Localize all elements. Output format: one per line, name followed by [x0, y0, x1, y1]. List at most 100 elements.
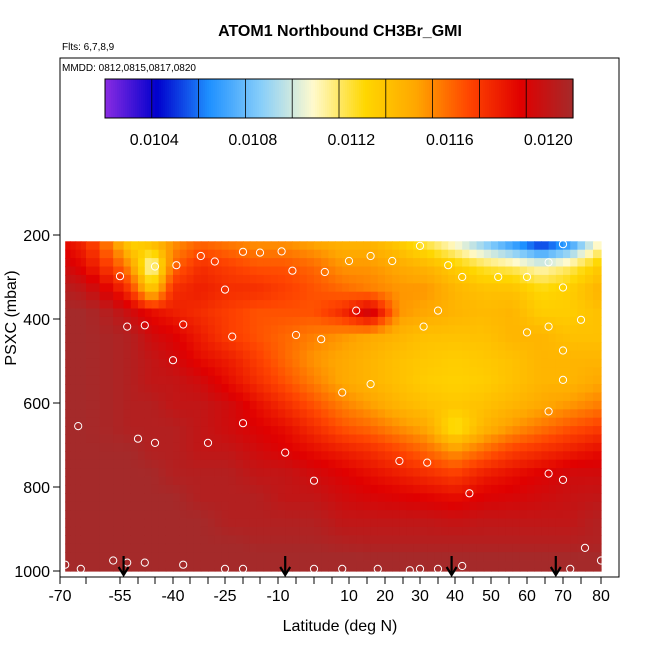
observation-point	[179, 320, 188, 329]
heatmap-cell	[65, 375, 71, 385]
heatmap-cell	[505, 249, 514, 259]
heatmap-cell	[541, 283, 550, 293]
heatmap-cell	[483, 552, 492, 562]
heatmap-cell	[138, 308, 146, 318]
heatmap-cell	[70, 333, 77, 343]
heatmap-cell	[214, 241, 223, 251]
heatmap-cell	[99, 400, 114, 410]
heatmap-cell	[138, 325, 146, 335]
heatmap-cell	[235, 274, 244, 284]
heatmap-cell	[144, 468, 153, 478]
heatmap-cell	[144, 249, 153, 259]
heatmap-cell	[577, 283, 586, 293]
heatmap-cell	[249, 518, 258, 528]
colorbar-segment	[383, 79, 386, 118]
heatmap-cell	[406, 316, 414, 326]
heatmap-cell	[441, 451, 449, 461]
heatmap-cell	[563, 300, 571, 310]
heatmap-cell	[179, 367, 188, 377]
heatmap-cell	[577, 392, 586, 402]
heatmap-cell	[491, 451, 499, 461]
heatmap-cell	[563, 400, 571, 410]
heatmap-cell	[235, 300, 244, 310]
heatmap-cell	[235, 526, 244, 536]
heatmap-cell	[363, 266, 372, 276]
heatmap-cell	[144, 358, 153, 368]
heatmap-cell	[427, 417, 435, 427]
colorbar-tick-label: 0.0112	[327, 132, 375, 149]
heatmap-cell	[498, 325, 506, 335]
heatmap-cell	[498, 291, 506, 301]
heatmap-cell	[570, 266, 578, 276]
heatmap-cell	[256, 459, 265, 469]
heatmap-cell	[399, 434, 407, 444]
colorbar-segment	[371, 79, 374, 118]
heatmap-cell	[256, 476, 265, 486]
heatmap-cell	[593, 358, 602, 368]
heatmap-cell	[165, 392, 174, 402]
heatmap-cell	[406, 333, 414, 343]
heatmap-cell	[476, 552, 485, 562]
heatmap-cell	[292, 249, 301, 259]
heatmap-cell	[555, 409, 564, 419]
colorbar-segment	[513, 79, 516, 118]
x-tick-label: -55	[108, 588, 131, 605]
heatmap-cell	[263, 484, 272, 494]
heatmap-cell	[406, 518, 414, 528]
heatmap-cell	[363, 526, 372, 536]
colorbar-segment	[229, 79, 232, 118]
heatmap-cell	[534, 543, 542, 553]
observation-points	[60, 240, 606, 575]
colorbar-segment	[319, 79, 322, 118]
heatmap-cell	[65, 316, 71, 326]
colorbar-segment	[105, 79, 108, 118]
heatmap-cell	[256, 426, 265, 436]
heatmap-cell	[527, 442, 535, 452]
colorbar-segment	[391, 79, 394, 118]
observation-point	[140, 558, 149, 567]
heatmap-cell	[462, 325, 470, 335]
heatmap-cell	[370, 350, 379, 360]
heatmap-cell	[593, 459, 602, 469]
heatmap-cell	[370, 459, 379, 469]
heatmap-cell	[462, 552, 470, 562]
heatmap-cell	[491, 241, 499, 251]
heatmap-cell	[577, 426, 586, 436]
heatmap-cell	[406, 409, 414, 419]
heatmap-cell	[342, 459, 350, 469]
observation-point	[140, 321, 149, 330]
heatmap-cell	[179, 375, 188, 385]
heatmap-cell	[249, 392, 258, 402]
heatmap-cell	[80, 543, 87, 553]
heatmap-cell	[179, 543, 188, 553]
heatmap-cell	[505, 392, 514, 402]
heatmap-cell	[173, 308, 181, 318]
heatmap-cell	[243, 308, 251, 318]
heatmap-cell	[519, 316, 528, 326]
heatmap-cell	[335, 258, 343, 268]
heatmap-cell	[413, 384, 421, 394]
heatmap-cell	[585, 316, 594, 326]
colorbar-segment	[209, 79, 212, 118]
heatmap-cell	[263, 384, 272, 394]
heatmap-cell	[292, 468, 301, 478]
heatmap-cell	[235, 442, 244, 452]
heatmap-cell	[385, 426, 393, 436]
heatmap-cell	[469, 308, 478, 318]
heatmap-cell	[75, 568, 82, 572]
heatmap-cell	[80, 241, 87, 251]
heatmap-cell	[221, 258, 230, 268]
heatmap-cell	[292, 358, 301, 368]
heatmap-cell	[441, 350, 449, 360]
colorbar-segment	[273, 79, 276, 118]
heatmap-cell	[285, 417, 293, 427]
heatmap-cell	[270, 274, 279, 284]
heatmap-cell	[314, 442, 322, 452]
heatmap-cell	[377, 409, 386, 419]
heatmap-cell	[377, 241, 386, 251]
heatmap-cell	[151, 417, 160, 427]
heatmap-cell	[476, 484, 485, 494]
heatmap-cell	[498, 392, 506, 402]
heatmap-cell	[577, 308, 586, 318]
heatmap-cell	[392, 333, 400, 343]
